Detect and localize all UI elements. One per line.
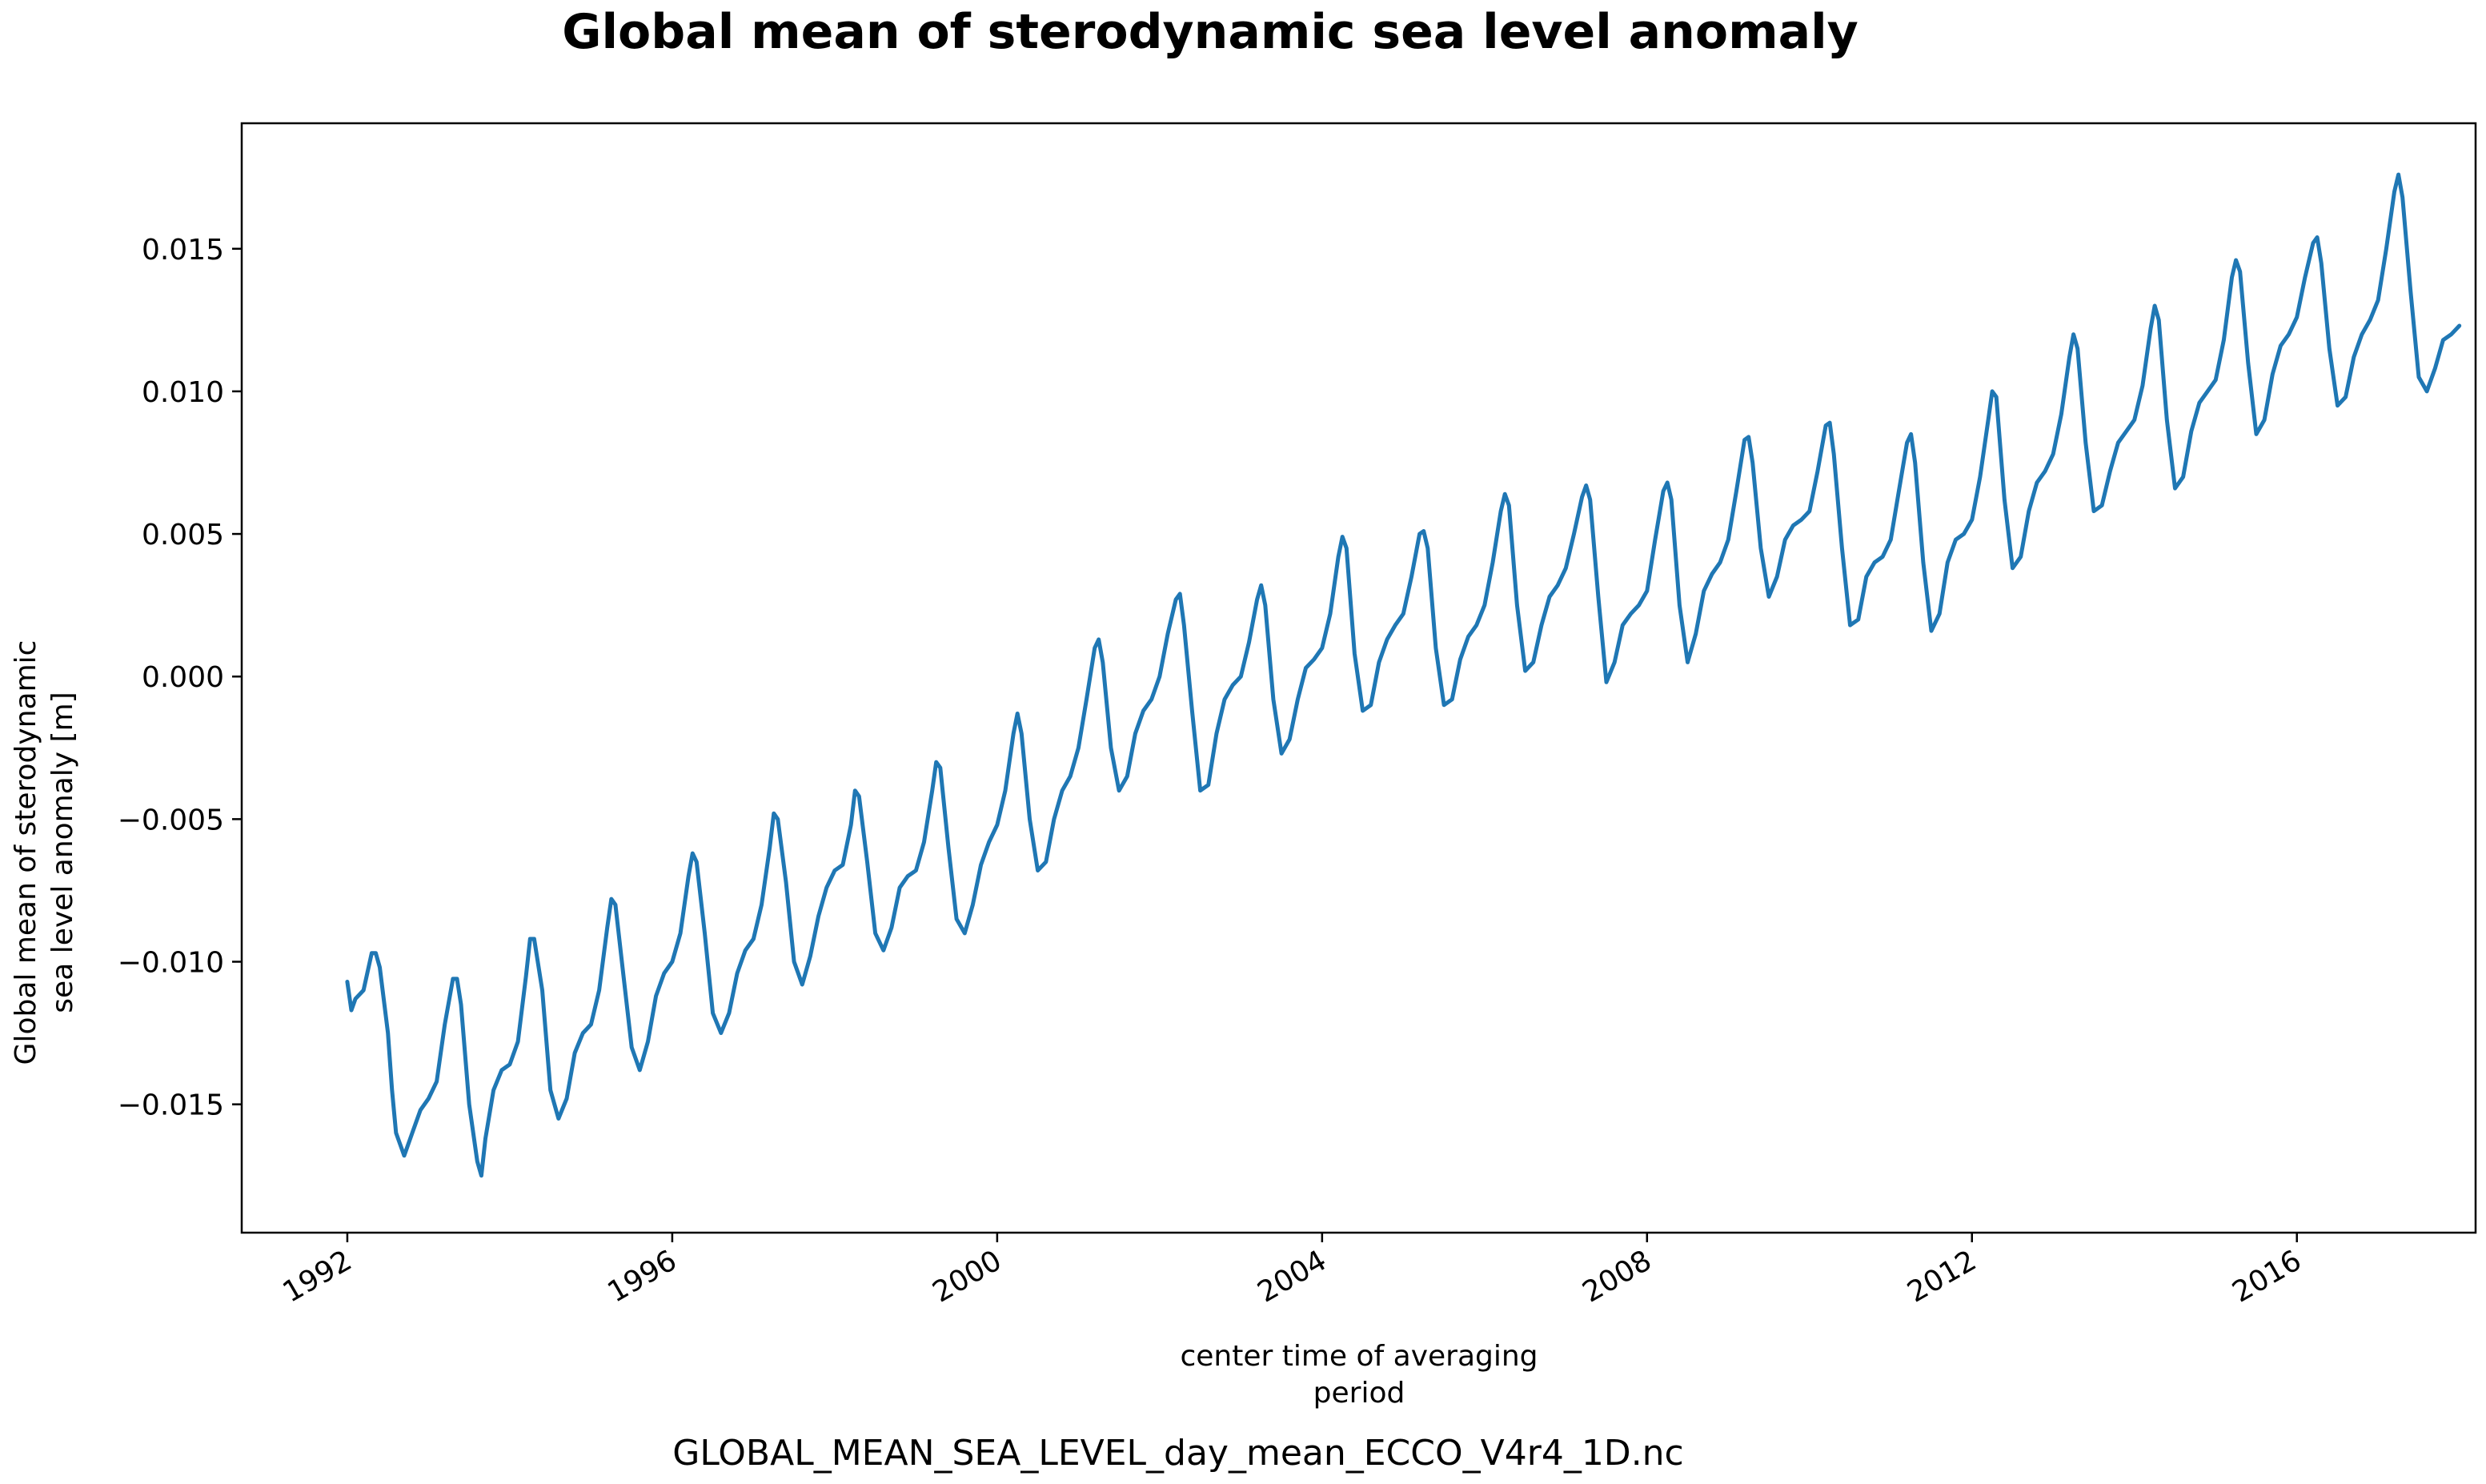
x-tick-label-0: 1992	[278, 1244, 358, 1309]
plot-frame	[240, 122, 2477, 1234]
x-tick-label-3: 2004	[1252, 1244, 1332, 1309]
y-tick-label-6: −0.015	[118, 1089, 224, 1122]
x-tick-label-2: 2000	[928, 1244, 1008, 1309]
y-axis-label-line-2: sea level anomaly [m]	[46, 692, 79, 1013]
y-tick-label-4: −0.005	[118, 804, 224, 836]
plot-area: 0.015 0.010 0.005 0.000 −0.005 −0.010 −0.015 19…	[118, 122, 2477, 1310]
y-tick-label-0: 0.015	[142, 234, 224, 267]
y-tick-label-5: −0.010	[118, 947, 224, 980]
x-axis-label-line-2: period	[1313, 1377, 1405, 1410]
y-tick-label-3: 0.000	[142, 661, 224, 694]
x-tick-label-5: 2012	[1902, 1244, 1982, 1309]
x-tick-label-4: 2008	[1577, 1244, 1657, 1309]
y-tick-label-1: 0.010	[142, 376, 224, 409]
series-line-0	[345, 172, 2462, 1178]
x-axis-label-line-1: center time of averaging	[1180, 1340, 1538, 1373]
chart-title: Global mean of sterodynamic sea level an…	[562, 4, 1858, 60]
x-tick-label-1: 1996	[603, 1244, 683, 1309]
y-tick-label-2: 0.005	[142, 519, 224, 551]
source-file-caption: GLOBAL_MEAN_SEA_LEVEL_day_mean_ECCO_V4r4…	[672, 1433, 1684, 1474]
x-tick-label-6: 2016	[2227, 1244, 2307, 1309]
y-axis-label-line-1: Global mean of sterodynamic	[10, 640, 42, 1065]
